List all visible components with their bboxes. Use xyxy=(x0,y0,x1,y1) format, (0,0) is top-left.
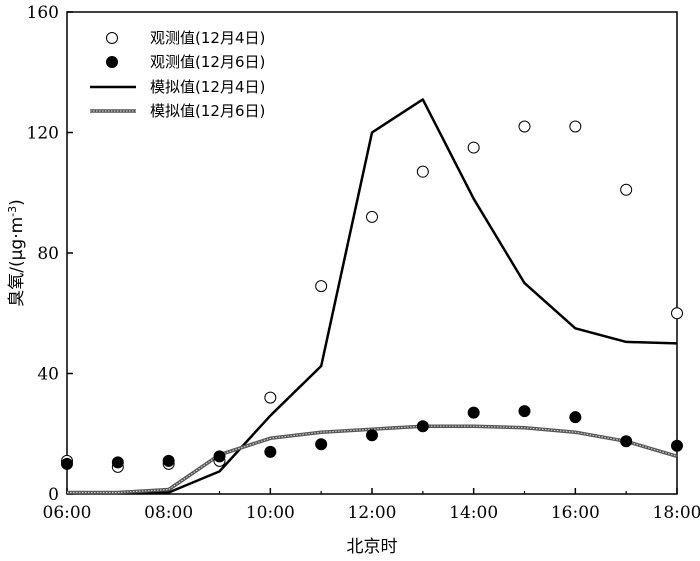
series-4 xyxy=(67,424,678,495)
y-axis-title-main: 臭氧/(μg·m xyxy=(7,217,27,307)
data-point xyxy=(671,439,683,452)
x-tick-label: 08:00 xyxy=(144,503,193,523)
data-point xyxy=(162,454,175,467)
legend-label: 观测值(12月4日) xyxy=(150,29,265,47)
data-point xyxy=(315,438,328,451)
y-tick-label: 40 xyxy=(37,365,59,385)
x-tick-label: 12:00 xyxy=(348,503,397,523)
x-tick-label: 14:00 xyxy=(449,503,498,523)
legend-marker xyxy=(106,56,118,68)
data-point xyxy=(671,307,683,320)
data-point xyxy=(467,406,480,419)
data-point xyxy=(366,429,378,442)
x-tick-label: 16:00 xyxy=(551,503,600,523)
legend-marker xyxy=(106,32,118,44)
y-axis-title-close: ) xyxy=(7,199,27,206)
data-point xyxy=(366,210,378,223)
y-axis: 0 40 80 120 160 xyxy=(27,3,73,505)
data-point xyxy=(264,391,277,404)
legend: 观测值(12月4日) 观测值(12月6日) 模拟值(12月4日) 模拟值(12月6日) xyxy=(90,29,265,120)
x-tick-label: 10:00 xyxy=(246,503,295,523)
x-tick-label: 06:00 xyxy=(43,503,92,523)
series-2 xyxy=(61,405,683,470)
data-point xyxy=(518,120,531,133)
series-line xyxy=(67,98,678,494)
data-point xyxy=(416,420,429,433)
series-layer xyxy=(61,98,683,495)
series-3 xyxy=(67,98,678,494)
series-1 xyxy=(61,120,683,473)
data-point xyxy=(620,183,633,196)
legend-label: 模拟值(12月4日) xyxy=(150,78,265,96)
y-axis-title: 臭氧/(μg·m-3) xyxy=(6,199,27,307)
y-axis-title-sup: -3 xyxy=(6,206,19,217)
x-tick-label: 18:00 xyxy=(653,503,700,523)
data-point xyxy=(61,457,73,470)
y-tick-label: 80 xyxy=(37,244,59,264)
y-tick-label: 0 xyxy=(48,485,59,505)
data-point xyxy=(467,141,480,154)
legend-label: 模拟值(12月6日) xyxy=(150,102,265,120)
data-point xyxy=(569,120,582,133)
y-tick-label: 160 xyxy=(27,3,59,23)
data-point xyxy=(620,435,633,448)
x-axis-title: 北京时 xyxy=(347,537,398,557)
x-axis: 06:00 08:00 10:00 12:00 14:00 16:00 18:00 xyxy=(43,488,700,523)
y-tick-label: 120 xyxy=(27,124,59,144)
data-point xyxy=(213,450,226,463)
data-point xyxy=(264,445,277,458)
data-point xyxy=(315,280,328,293)
data-point xyxy=(569,411,582,424)
data-point xyxy=(518,405,531,418)
legend-label: 观测值(12月6日) xyxy=(150,53,265,71)
data-point xyxy=(111,456,124,469)
data-point xyxy=(416,165,429,178)
series-line-texture xyxy=(67,425,678,494)
